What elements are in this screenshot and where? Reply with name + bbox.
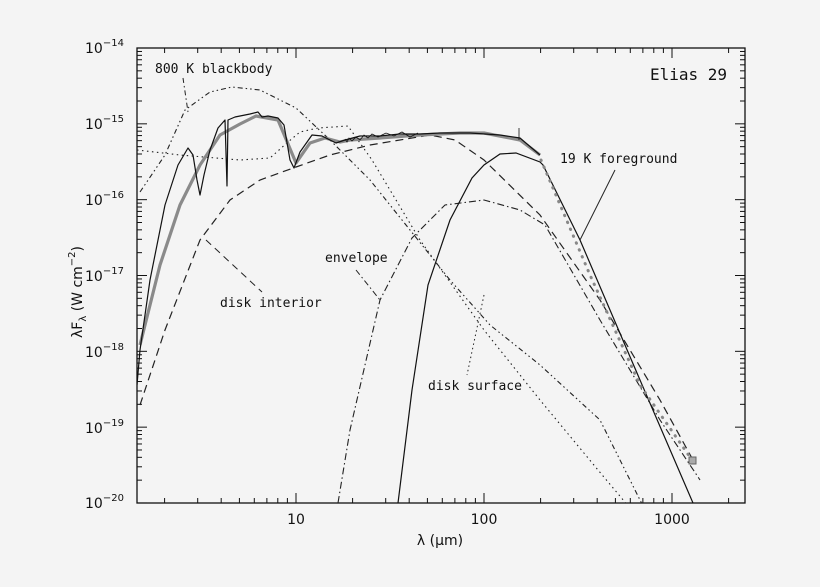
annotation-envelope: envelope: [325, 251, 388, 266]
mm-flux-point: [688, 456, 697, 465]
y-axis-title: λFλ (W cm−2): [67, 246, 89, 338]
svg-text:10−16: 10−16: [85, 190, 124, 209]
chart-title: Elias 29: [650, 65, 727, 84]
annotation-disk-interior: disk interior: [220, 296, 322, 311]
x-tick-labels: 10 100 1000: [287, 512, 690, 528]
svg-text:10−20: 10−20: [85, 493, 124, 512]
disk-surface-curve: [137, 125, 627, 503]
observed-spectrum-noise: [344, 128, 520, 143]
model-extrapolation: [539, 158, 694, 462]
y-tick-labels: 10−14 10−15 10−16 10−17 10−18 10−19 10−2…: [85, 38, 124, 512]
envelope-curve: [337, 199, 701, 503]
annotation-leaders: [182, 77, 616, 376]
svg-text:10−14: 10−14: [85, 38, 124, 57]
svg-text:10−19: 10−19: [85, 418, 124, 437]
blackbody-curve: [139, 86, 643, 503]
annotation-blackbody: 800 K blackbody: [155, 62, 273, 77]
svg-text:10−17: 10−17: [85, 266, 124, 285]
observed-spectrum: [137, 111, 541, 386]
plot-frame: [136, 47, 746, 504]
disk-interior-curve: [139, 134, 694, 461]
annotation-foreground: 19 K foreground: [560, 152, 677, 167]
annotation-disk-surface: disk surface: [428, 379, 522, 394]
svg-text:10: 10: [287, 512, 305, 528]
foreground-curve: [397, 152, 694, 503]
svg-text:100: 100: [471, 512, 498, 528]
axis-ticks: [137, 47, 745, 504]
x-axis-title: λ (μm): [417, 533, 463, 549]
svg-text:10−15: 10−15: [85, 114, 124, 133]
svg-text:10−18: 10−18: [85, 342, 124, 361]
svg-text:λFλ (W cm−2): λFλ (W cm−2): [67, 246, 89, 338]
svg-text:1000: 1000: [654, 512, 690, 528]
